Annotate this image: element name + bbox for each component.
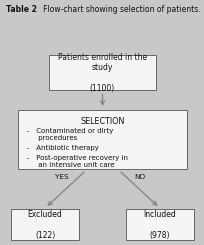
Text: SELECTION: SELECTION xyxy=(80,117,124,126)
Text: NO: NO xyxy=(133,174,144,180)
Text: Table 2: Table 2 xyxy=(6,5,37,14)
FancyBboxPatch shape xyxy=(125,209,193,240)
Text: Included

(978): Included (978) xyxy=(143,210,175,240)
Text: YES: YES xyxy=(54,174,68,180)
Text: -   Post-operative recovery in
     an intensive unit care: - Post-operative recovery in an intensiv… xyxy=(27,156,127,169)
Text: Excluded

(122): Excluded (122) xyxy=(28,210,62,240)
FancyBboxPatch shape xyxy=(49,55,155,90)
Text: -   Contaminated or dirty
     procedures: - Contaminated or dirty procedures xyxy=(27,128,112,141)
Text: Patients enrolled in the
study

(1100): Patients enrolled in the study (1100) xyxy=(58,53,146,93)
Text: -   Antibiotic therapy: - Antibiotic therapy xyxy=(27,145,98,151)
FancyBboxPatch shape xyxy=(11,209,79,240)
Text: Flow-chart showing selection of patients.: Flow-chart showing selection of patients… xyxy=(36,5,200,14)
FancyBboxPatch shape xyxy=(18,110,186,169)
